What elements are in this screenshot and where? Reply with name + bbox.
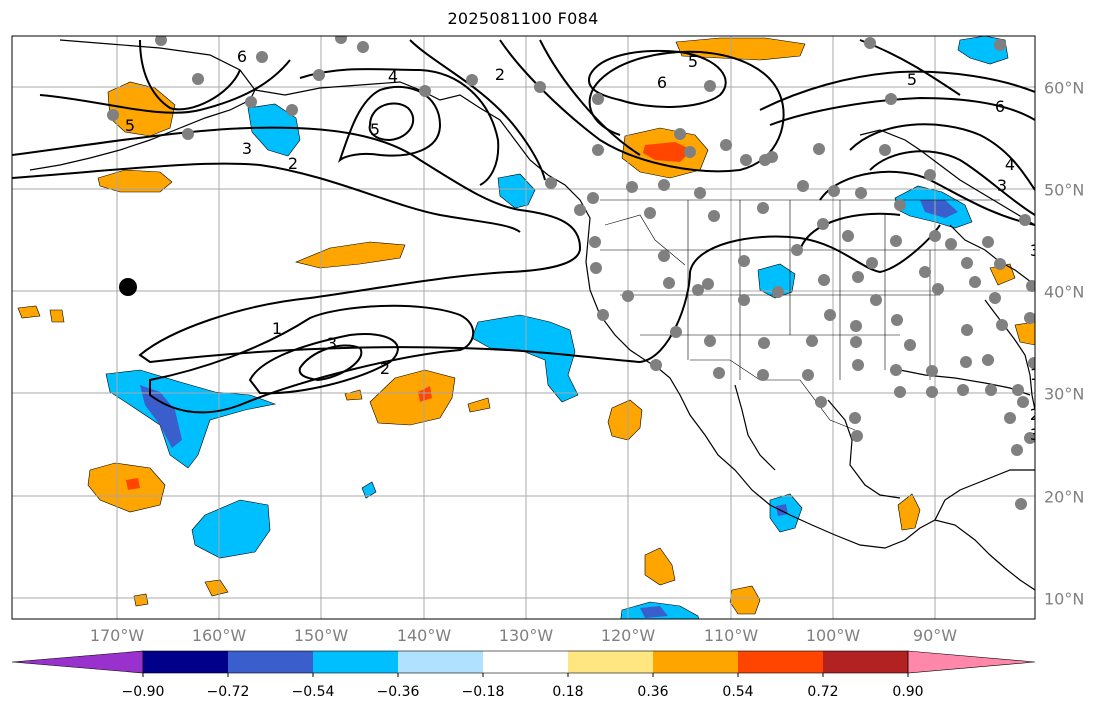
lat-label: 40°N — [1044, 282, 1085, 302]
lat-label: 10°N — [1044, 589, 1085, 609]
shaded-anomalies — [17, 36, 1035, 619]
lon-label: 90°W — [912, 626, 958, 645]
lon-label: 100°W — [805, 626, 861, 645]
colorbar-extend-low — [11, 650, 144, 674]
contour-label: 6 — [657, 73, 667, 92]
contour-label: 5 — [688, 52, 698, 71]
colorbar-segment — [738, 651, 823, 673]
colorbar-segment — [398, 651, 483, 673]
colorbar-tick-label: −0.18 — [461, 684, 505, 700]
map-frame — [11, 35, 1036, 620]
colorbar-tick-label: 0.90 — [892, 684, 924, 700]
contour-label: 6 — [237, 47, 247, 66]
contour-label: 2 — [495, 65, 505, 84]
contour-label: 2 — [380, 359, 390, 378]
contour-label: 1 — [272, 319, 282, 338]
contour-label: 2 — [288, 154, 298, 173]
colorbar-segment — [143, 651, 228, 673]
lat-label: 20°N — [1044, 487, 1085, 507]
contour-label: 5 — [125, 116, 135, 135]
colorbar-tick-label: −0.72 — [206, 684, 250, 700]
contour-label: 3 — [327, 334, 337, 353]
lon-label: 160°W — [191, 626, 247, 645]
lon-label: 150°W — [293, 626, 349, 645]
contour-labels: 6 5 4 3 2 1 2 3 5 6 5 6 5 4 3 3 2 1 2 3 — [125, 47, 1040, 444]
lon-label: 170°W — [89, 626, 145, 645]
map-title: 2025081100 F084 — [447, 9, 599, 28]
lon-label: 110°W — [703, 626, 759, 645]
lat-label: 50°N — [1044, 180, 1085, 200]
colorbar-tick-label: −0.54 — [291, 684, 335, 700]
contour-label: 5 — [370, 120, 380, 139]
colorbar-extend-high — [907, 650, 1036, 674]
colorbar-segment — [228, 651, 313, 673]
contours — [12, 39, 1035, 414]
contour-label: 4 — [1005, 155, 1015, 174]
lon-label: 120°W — [600, 626, 656, 645]
colorbar-segment — [313, 651, 398, 673]
contour-label: 4 — [388, 67, 398, 86]
contour-label: 6 — [995, 97, 1005, 116]
contour-label: 3 — [242, 139, 252, 158]
colorbar — [11, 650, 1036, 677]
colorbar-segment — [653, 651, 738, 673]
marker-dot — [119, 278, 137, 296]
contour-label: 3 — [1030, 425, 1040, 444]
lon-label: 130°W — [498, 626, 554, 645]
lat-label: 30°N — [1044, 384, 1085, 404]
colorbar-tick-label: 0.72 — [807, 684, 839, 700]
lat-label: 60°N — [1044, 78, 1085, 98]
colorbar-segment — [568, 651, 653, 673]
contour-label: 1 — [1030, 365, 1040, 384]
contour-label: 3 — [1030, 241, 1040, 260]
station-dots — [107, 36, 1035, 510]
contour-label: 5 — [907, 70, 917, 89]
contour-label: 2 — [1030, 405, 1040, 424]
colorbar-tick-label: 0.36 — [637, 684, 669, 700]
colorbar-tick-label: −0.36 — [376, 684, 420, 700]
lon-label: 140°W — [396, 626, 452, 645]
colorbar-segment — [823, 651, 908, 673]
colorbar-tick-label: −0.90 — [121, 684, 165, 700]
gridlines — [12, 36, 1035, 619]
colorbar-segment — [483, 651, 568, 673]
contour-label: 3 — [997, 176, 1007, 195]
colorbar-tick-label: 0.54 — [722, 684, 754, 700]
colorbar-tick-label: 0.18 — [552, 684, 584, 700]
